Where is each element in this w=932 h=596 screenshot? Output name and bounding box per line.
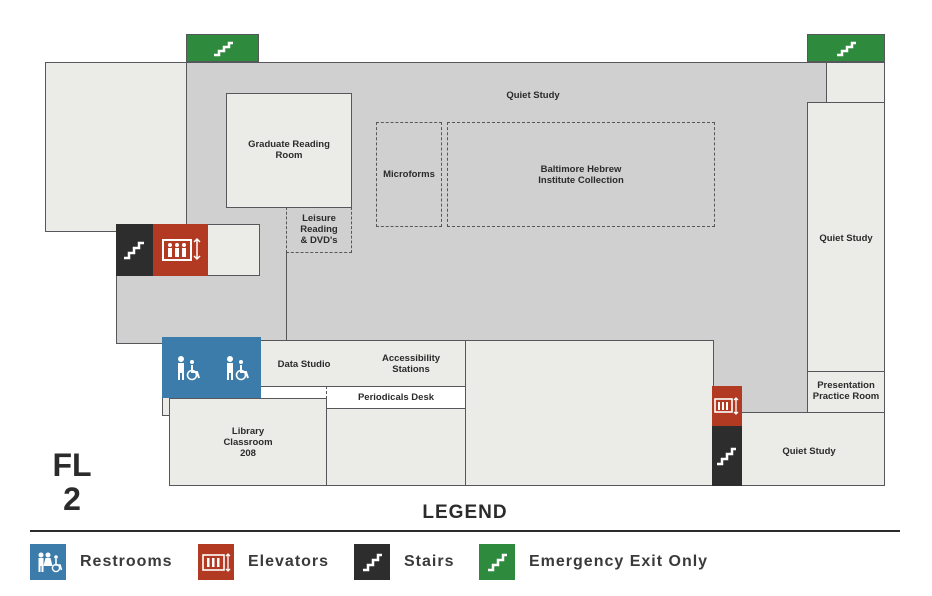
- legend-divider: [30, 530, 900, 532]
- quiet-study-top-label: Quiet Study: [506, 89, 560, 101]
- elevator-icon: [153, 224, 208, 276]
- quiet-study-right-label: Quiet Study: [819, 232, 873, 244]
- graduate-reading-label-2: Room: [275, 150, 303, 161]
- floor-label: FL 2: [52, 448, 92, 516]
- microforms-area: [376, 122, 442, 227]
- graduate-reading-room: [226, 93, 352, 208]
- leisure-label-2: Reading: [300, 223, 338, 235]
- corridor-outline-left-v: [116, 275, 117, 344]
- legend-item-emergency-exit: Emergency Exit Only: [479, 544, 708, 580]
- room-south-small: [326, 408, 466, 486]
- corridor-outline-left: [116, 343, 164, 344]
- microforms-label: Microforms: [383, 168, 435, 180]
- corridor-southwest: [116, 275, 288, 343]
- floor-label-line2: 2: [63, 481, 81, 517]
- legend-item-restrooms: Restrooms: [30, 544, 173, 580]
- classroom-label-2: Classroom: [223, 436, 273, 448]
- legend-label-restrooms: Restrooms: [80, 553, 173, 570]
- presentation-label-1: Presentation: [817, 380, 875, 391]
- quiet-study-east-room: [807, 102, 885, 372]
- legend-item-stairs: Stairs: [354, 544, 454, 580]
- wall-line: [286, 253, 287, 343]
- baltimore-label-2: Institute Collection: [538, 175, 624, 186]
- corridor-outline: [186, 62, 885, 63]
- baltimore-hebrew-label: Baltimore Hebrew Institute Collection: [447, 162, 715, 188]
- legend-title: LEGEND: [422, 502, 508, 523]
- room-northeast-small: [826, 62, 885, 103]
- data-studio-room: [260, 340, 466, 387]
- leisure-label-1: Leisure: [302, 212, 336, 224]
- elevator-icon: [198, 544, 234, 580]
- accessibility-stations-label: Accessibility Stations: [370, 351, 452, 377]
- legend-label-stairs: Stairs: [404, 553, 455, 570]
- room-south-center: [465, 340, 714, 486]
- room-northwest: [45, 62, 187, 232]
- accessibility-label-2: Stations: [392, 364, 430, 375]
- data-studio-label: Data Studio: [277, 358, 331, 370]
- stairs-icon: [116, 224, 153, 276]
- emergency-exit-icon: [807, 34, 885, 62]
- classroom-label-3: 208: [240, 447, 256, 459]
- leisure-reading-label: Leisure Reading & DVD's: [286, 209, 352, 249]
- accessibility-label-1: Accessibility: [381, 353, 441, 364]
- legend-label-emergency-exit: Emergency Exit Only: [529, 553, 709, 570]
- library-classroom-label: Library Classroom 208: [169, 424, 327, 460]
- leisure-reading-area: [286, 207, 352, 253]
- classroom-label-1: Library: [231, 425, 265, 437]
- restroom-icon: [211, 337, 261, 398]
- baltimore-label-1: Baltimore Hebrew: [540, 164, 622, 175]
- presentation-label-2: Practice Room: [812, 391, 880, 402]
- legend-label-elevators: Elevators: [248, 553, 330, 570]
- quiet-study-southeast-room: [741, 412, 885, 486]
- baltimore-hebrew-collection-area: [447, 122, 715, 227]
- emergency-exit-icon: [186, 34, 259, 62]
- floor-label-line1: FL: [52, 447, 92, 483]
- emergency-exit-icon: [479, 544, 515, 580]
- corridor-south: [286, 100, 808, 340]
- periodicals-desk-label: Periodicals Desk: [357, 391, 435, 403]
- graduate-reading-label-1: Graduate Reading: [248, 139, 330, 150]
- stairs-icon: [354, 544, 390, 580]
- graduate-reading-room-label: Graduate Reading Room: [226, 130, 352, 170]
- quiet-study-bottom-label: Quiet Study: [782, 445, 836, 457]
- legend-item-elevators: Elevators: [198, 544, 329, 580]
- elevator-icon: [712, 386, 742, 426]
- restroom-icon: [30, 544, 66, 580]
- restroom-icon: [162, 337, 211, 398]
- leisure-label-3: & DVD's: [300, 234, 338, 246]
- presentation-label: Presentation Practice Room: [807, 376, 885, 406]
- stairs-icon: [712, 426, 742, 486]
- library-classroom-208: [169, 398, 327, 486]
